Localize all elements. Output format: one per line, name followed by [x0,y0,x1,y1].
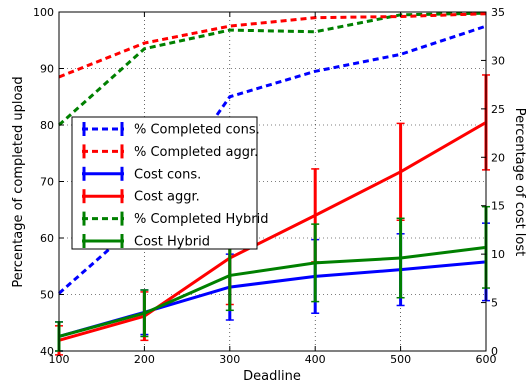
y-tick-label: 40 [40,345,54,358]
y2-tick-label: 20 [491,151,505,164]
y2-tick-label: 5 [491,297,498,310]
y-tick-label: 70 [40,176,54,189]
series-group [58,11,487,127]
legend-box [71,116,258,250]
legend-label: % Completed Hybrid [134,212,268,227]
x-tick-label: 300 [219,353,240,366]
axis-ticks: 100 200 300 400 500 600 40 50 60 70 80 90 100 0 5 10 15 2… [33,6,505,366]
y-tick-label: 90 [40,63,54,76]
series-line [58,11,487,127]
y-axis-label: Percentage of completed upload [11,76,26,287]
y2-tick-label: 30 [491,54,505,67]
series-group [58,12,487,79]
x-tick-label: 400 [305,353,326,366]
series-line [58,121,487,342]
x-tick-label: 600 [476,353,497,366]
x-tick-label: 100 [49,353,70,366]
y-tick-label: 80 [40,119,54,132]
y2-tick-label: 15 [491,200,505,213]
y-tick-label: 50 [40,289,54,302]
legend-label: Cost Hybrid [134,235,210,250]
y2-tick-label: 0 [491,345,498,358]
gridlines [59,12,486,351]
y-tick-label: 100 [33,6,54,19]
legend-label: % Completed aggr. [134,145,258,160]
y2-tick-label: 35 [491,6,505,19]
y-tick-label: 60 [40,232,54,245]
y2-tick-label: 10 [491,248,505,261]
x-tick-label: 200 [134,353,155,366]
y2-tick-label: 25 [491,103,505,116]
legend: % Completed cons. % Completed aggr. Cost c… [71,116,268,250]
series-line [58,245,487,338]
x-tick-label: 500 [390,353,411,366]
legend-label: % Completed cons. [134,123,260,138]
x-axis-label: Deadline [243,369,301,384]
legend-label: Cost aggr. [134,190,200,205]
legend-label: Cost cons. [134,167,201,182]
y2-axis-label: Percentage of cost lost [512,108,527,256]
series-line [58,12,487,79]
